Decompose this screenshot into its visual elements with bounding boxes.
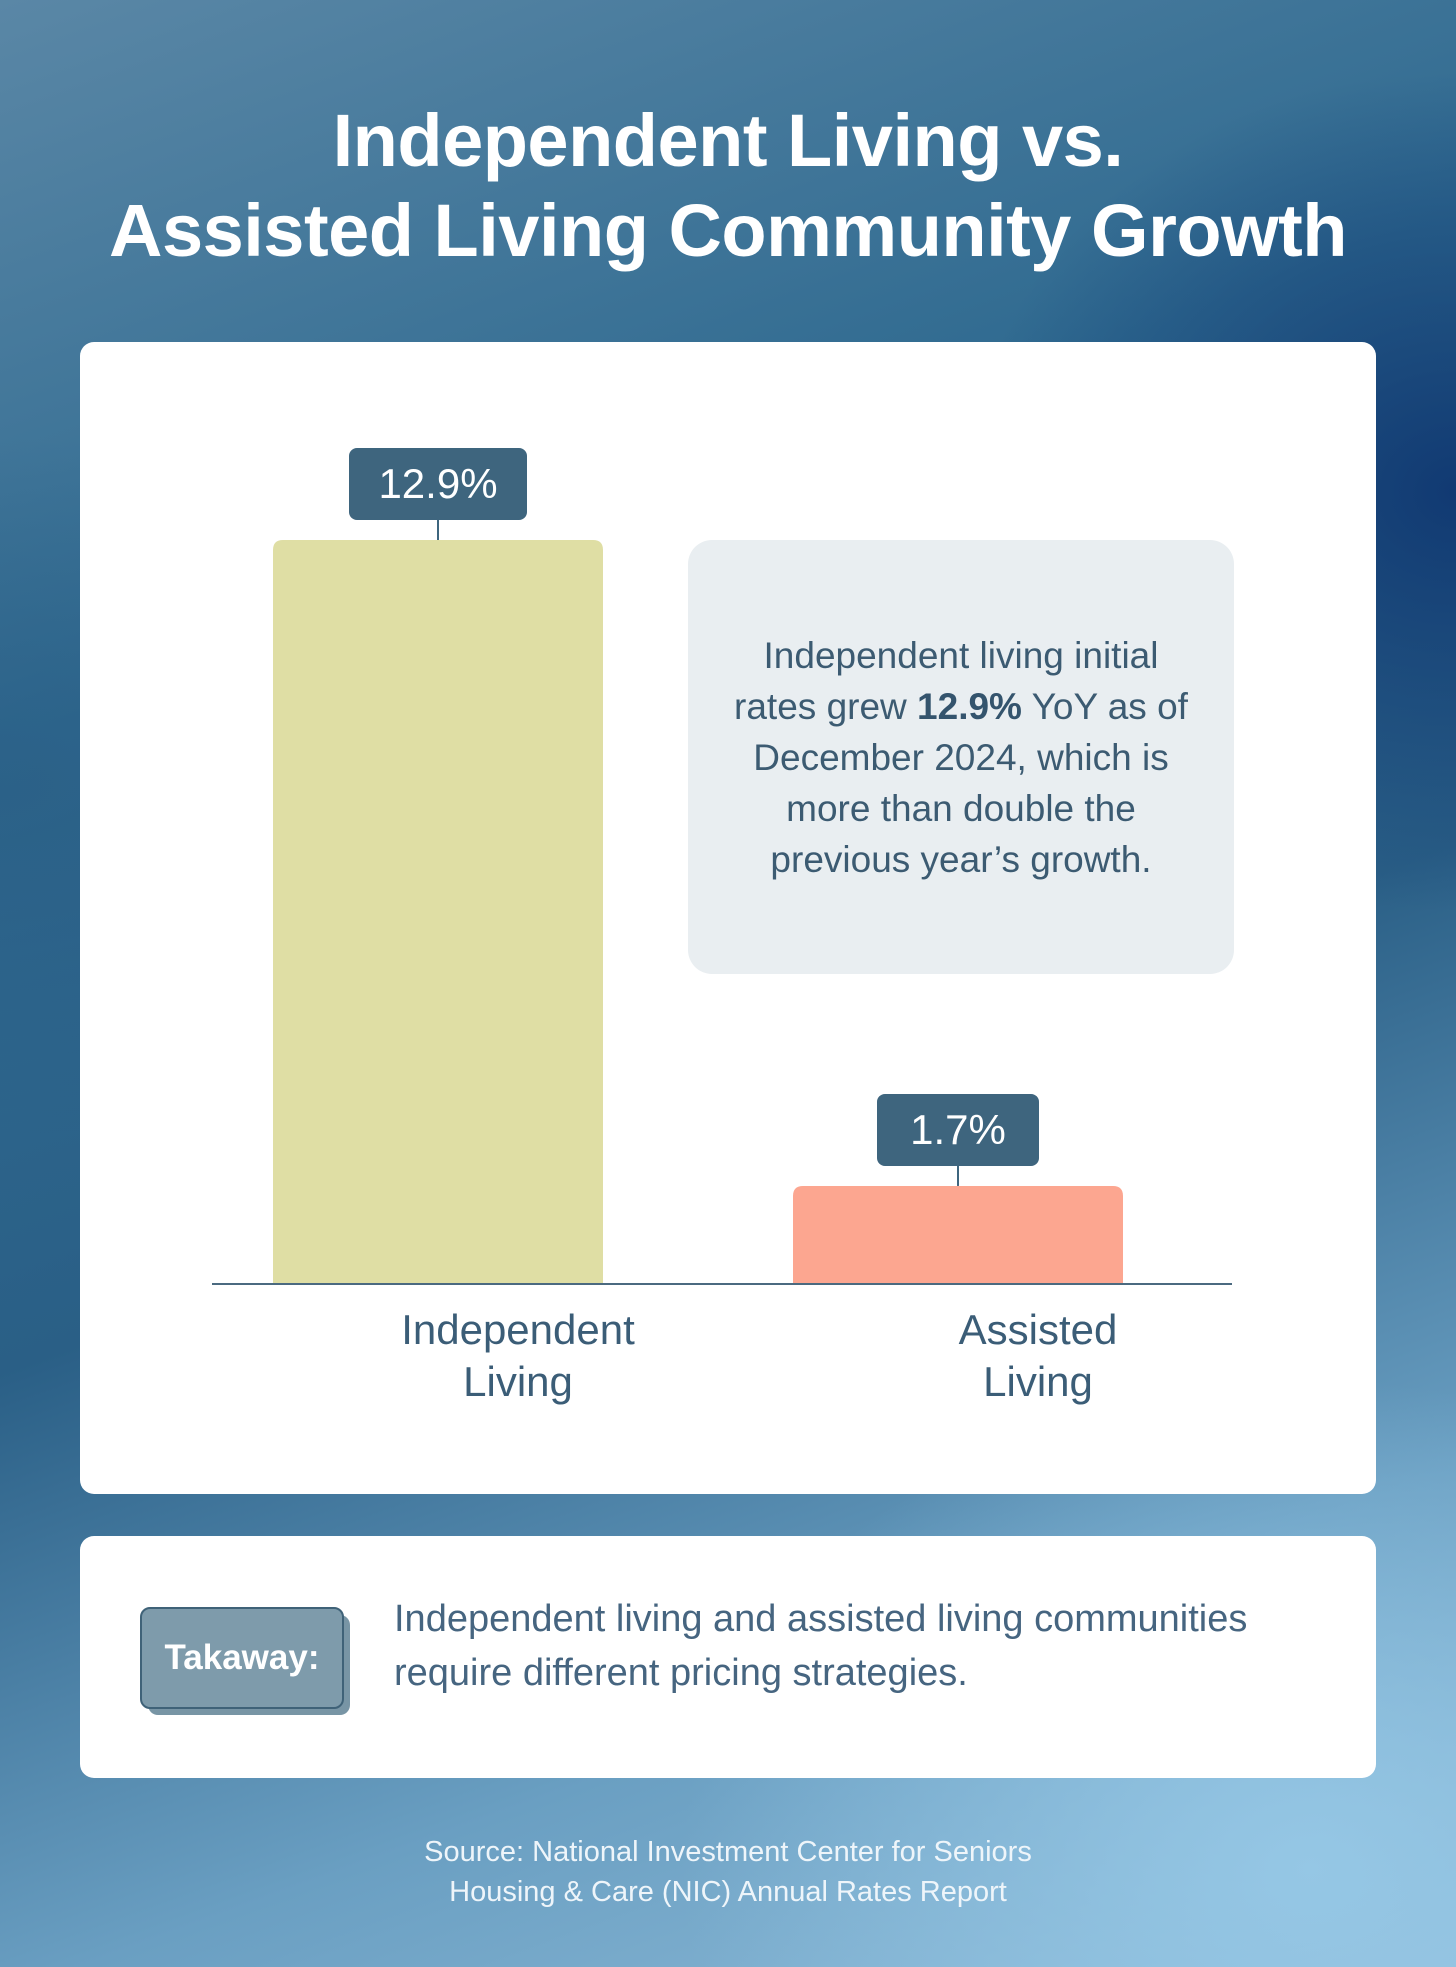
bar-independent-living	[273, 540, 603, 1284]
category-label-line: Living	[983, 1358, 1093, 1405]
bar-assisted-living	[793, 1185, 1123, 1284]
category-label-line: Independent	[401, 1306, 635, 1353]
callout-prefix: Independent living initial rates grew	[734, 634, 1159, 727]
title-line-2: Assisted Living Community Growth	[109, 189, 1348, 272]
takeaway-badge: Takaway:	[140, 1607, 344, 1709]
takeaway-text: Independent living and assisted living c…	[394, 1598, 1248, 1694]
takeaway-card: Takaway: Independent living and assisted…	[80, 1536, 1376, 1778]
category-label-assisted-living: Assisted Living	[858, 1304, 1218, 1408]
callout-text: Independent living initial rates grew 12…	[726, 630, 1196, 885]
source-line-1: Source: National Investment Center for S…	[424, 1836, 1032, 1868]
chart-card: 12.9% 1.7% Independent living initial rat…	[80, 342, 1376, 1494]
category-label-line: Assisted	[958, 1306, 1118, 1353]
data-label-independent-living: 12.9%	[378, 460, 497, 507]
source-line-2: Housing & Care (NIC) Annual Rates Report	[449, 1876, 1007, 1908]
bar-chart: 12.9% 1.7%	[212, 448, 1232, 1285]
data-label-assisted-living: 1.7%	[910, 1106, 1006, 1153]
title-line-1: Independent Living vs.	[332, 99, 1124, 182]
callout-highlight: 12.9%	[917, 685, 1022, 727]
callout-box: Independent living initial rates grew 12…	[688, 540, 1234, 974]
data-label-box-independent-living	[349, 448, 527, 520]
category-label-line: Living	[463, 1358, 573, 1405]
category-label-independent-living: Independent Living	[338, 1304, 698, 1408]
data-label-box-assisted-living	[877, 1093, 1039, 1166]
page-title: Independent Living vs. Assisted Living C…	[0, 96, 1456, 276]
source-note: Source: National Investment Center for S…	[0, 1832, 1456, 1912]
callout-suffix: YoY as of December 2024, which is more t…	[753, 685, 1188, 880]
